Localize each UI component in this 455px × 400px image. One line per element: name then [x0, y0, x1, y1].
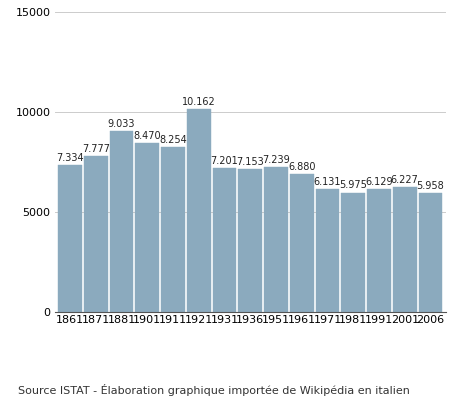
Bar [419, 193, 442, 312]
Text: 6.129: 6.129 [365, 178, 393, 188]
Bar [290, 174, 313, 312]
Text: 8.470: 8.470 [133, 130, 161, 141]
Text: 6.227: 6.227 [391, 176, 419, 186]
Bar [341, 192, 365, 312]
Text: Source ISTAT - Élaboration graphique importée de Wikipédia en italien: Source ISTAT - Élaboration graphique imp… [18, 384, 410, 396]
Text: 8.254: 8.254 [159, 135, 187, 145]
Bar [238, 169, 262, 312]
Bar [84, 156, 108, 312]
Text: 7.153: 7.153 [237, 157, 264, 167]
Bar [316, 189, 339, 312]
Bar [367, 190, 391, 312]
Bar [393, 188, 416, 312]
Text: 7.201: 7.201 [211, 156, 238, 166]
Bar [136, 143, 159, 312]
Text: 5.975: 5.975 [339, 180, 367, 190]
Text: 6.880: 6.880 [288, 162, 315, 172]
Bar [110, 131, 133, 312]
Text: 7.239: 7.239 [262, 155, 290, 165]
Bar [212, 168, 236, 312]
Text: 5.958: 5.958 [417, 181, 445, 191]
Text: 7.334: 7.334 [56, 153, 84, 163]
Bar [58, 165, 82, 312]
Bar [161, 147, 185, 312]
Bar [264, 167, 288, 312]
Text: 7.777: 7.777 [82, 144, 110, 154]
Bar [187, 109, 211, 312]
Text: 6.131: 6.131 [314, 177, 341, 187]
Text: 10.162: 10.162 [182, 97, 216, 107]
Text: 9.033: 9.033 [108, 119, 135, 129]
